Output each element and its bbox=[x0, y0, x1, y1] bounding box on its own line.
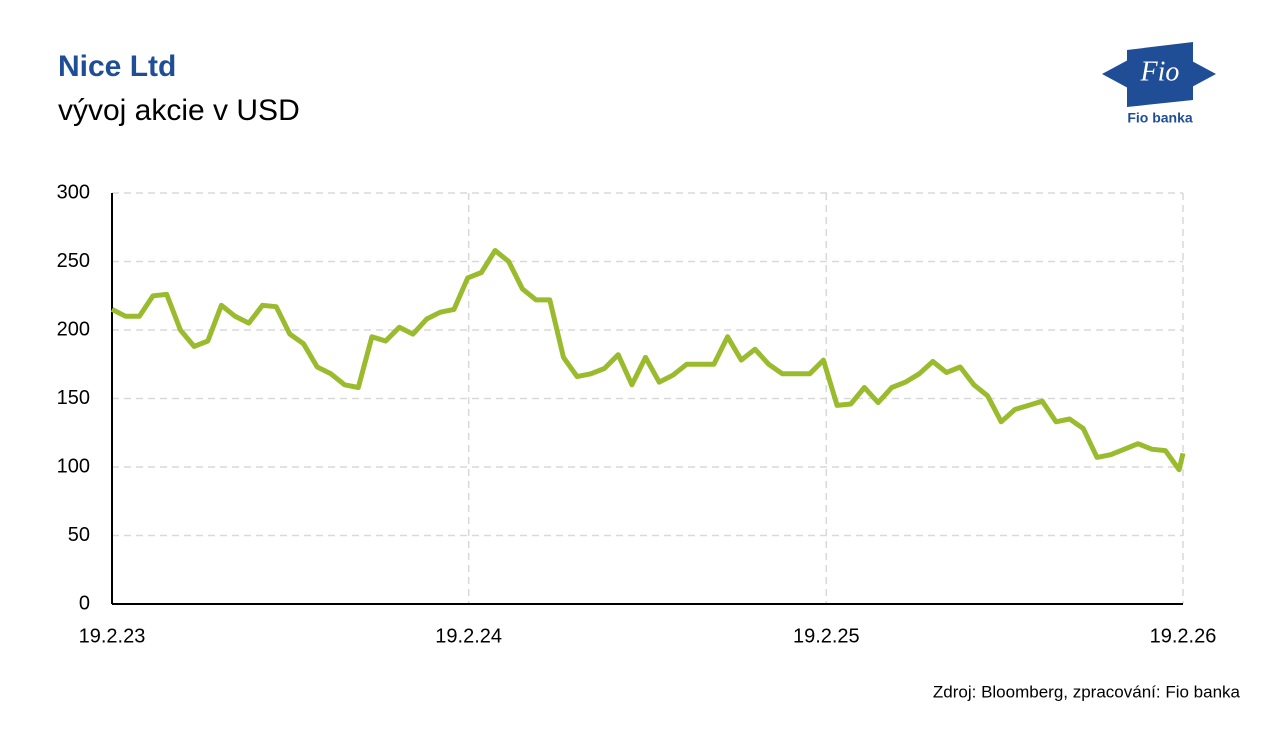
chart-subtitle: vývoj akcie v USD bbox=[58, 94, 300, 127]
y-tick-label: 50 bbox=[68, 524, 90, 546]
x-tick-label: 19.2.25 bbox=[793, 625, 860, 647]
data-line bbox=[110, 248, 1186, 473]
y-tick-label: 250 bbox=[57, 250, 90, 272]
y-tick-label: 300 bbox=[57, 181, 90, 203]
x-tick-label: 19.2.23 bbox=[79, 625, 146, 647]
x-tick-label: 19.2.26 bbox=[1150, 625, 1217, 647]
y-tick-label: 200 bbox=[57, 318, 90, 340]
logo-shape bbox=[1102, 60, 1128, 88]
logo-shape bbox=[1190, 60, 1216, 88]
y-tick-label: 150 bbox=[57, 387, 90, 409]
logo-shape bbox=[1127, 42, 1193, 107]
y-tick-label: 0 bbox=[79, 592, 90, 614]
logo-name: Fio bbox=[1140, 56, 1180, 87]
y-tick-label: 100 bbox=[57, 455, 90, 477]
chart-title: Nice Ltd bbox=[58, 50, 176, 83]
x-tick-label: 19.2.24 bbox=[435, 625, 502, 647]
source-note: Zdroj: Bloomberg, zpracování: Fio banka bbox=[933, 682, 1241, 701]
logo: Fio Fio banka bbox=[1102, 42, 1216, 126]
logo-caption: Fio banka bbox=[1127, 110, 1193, 126]
